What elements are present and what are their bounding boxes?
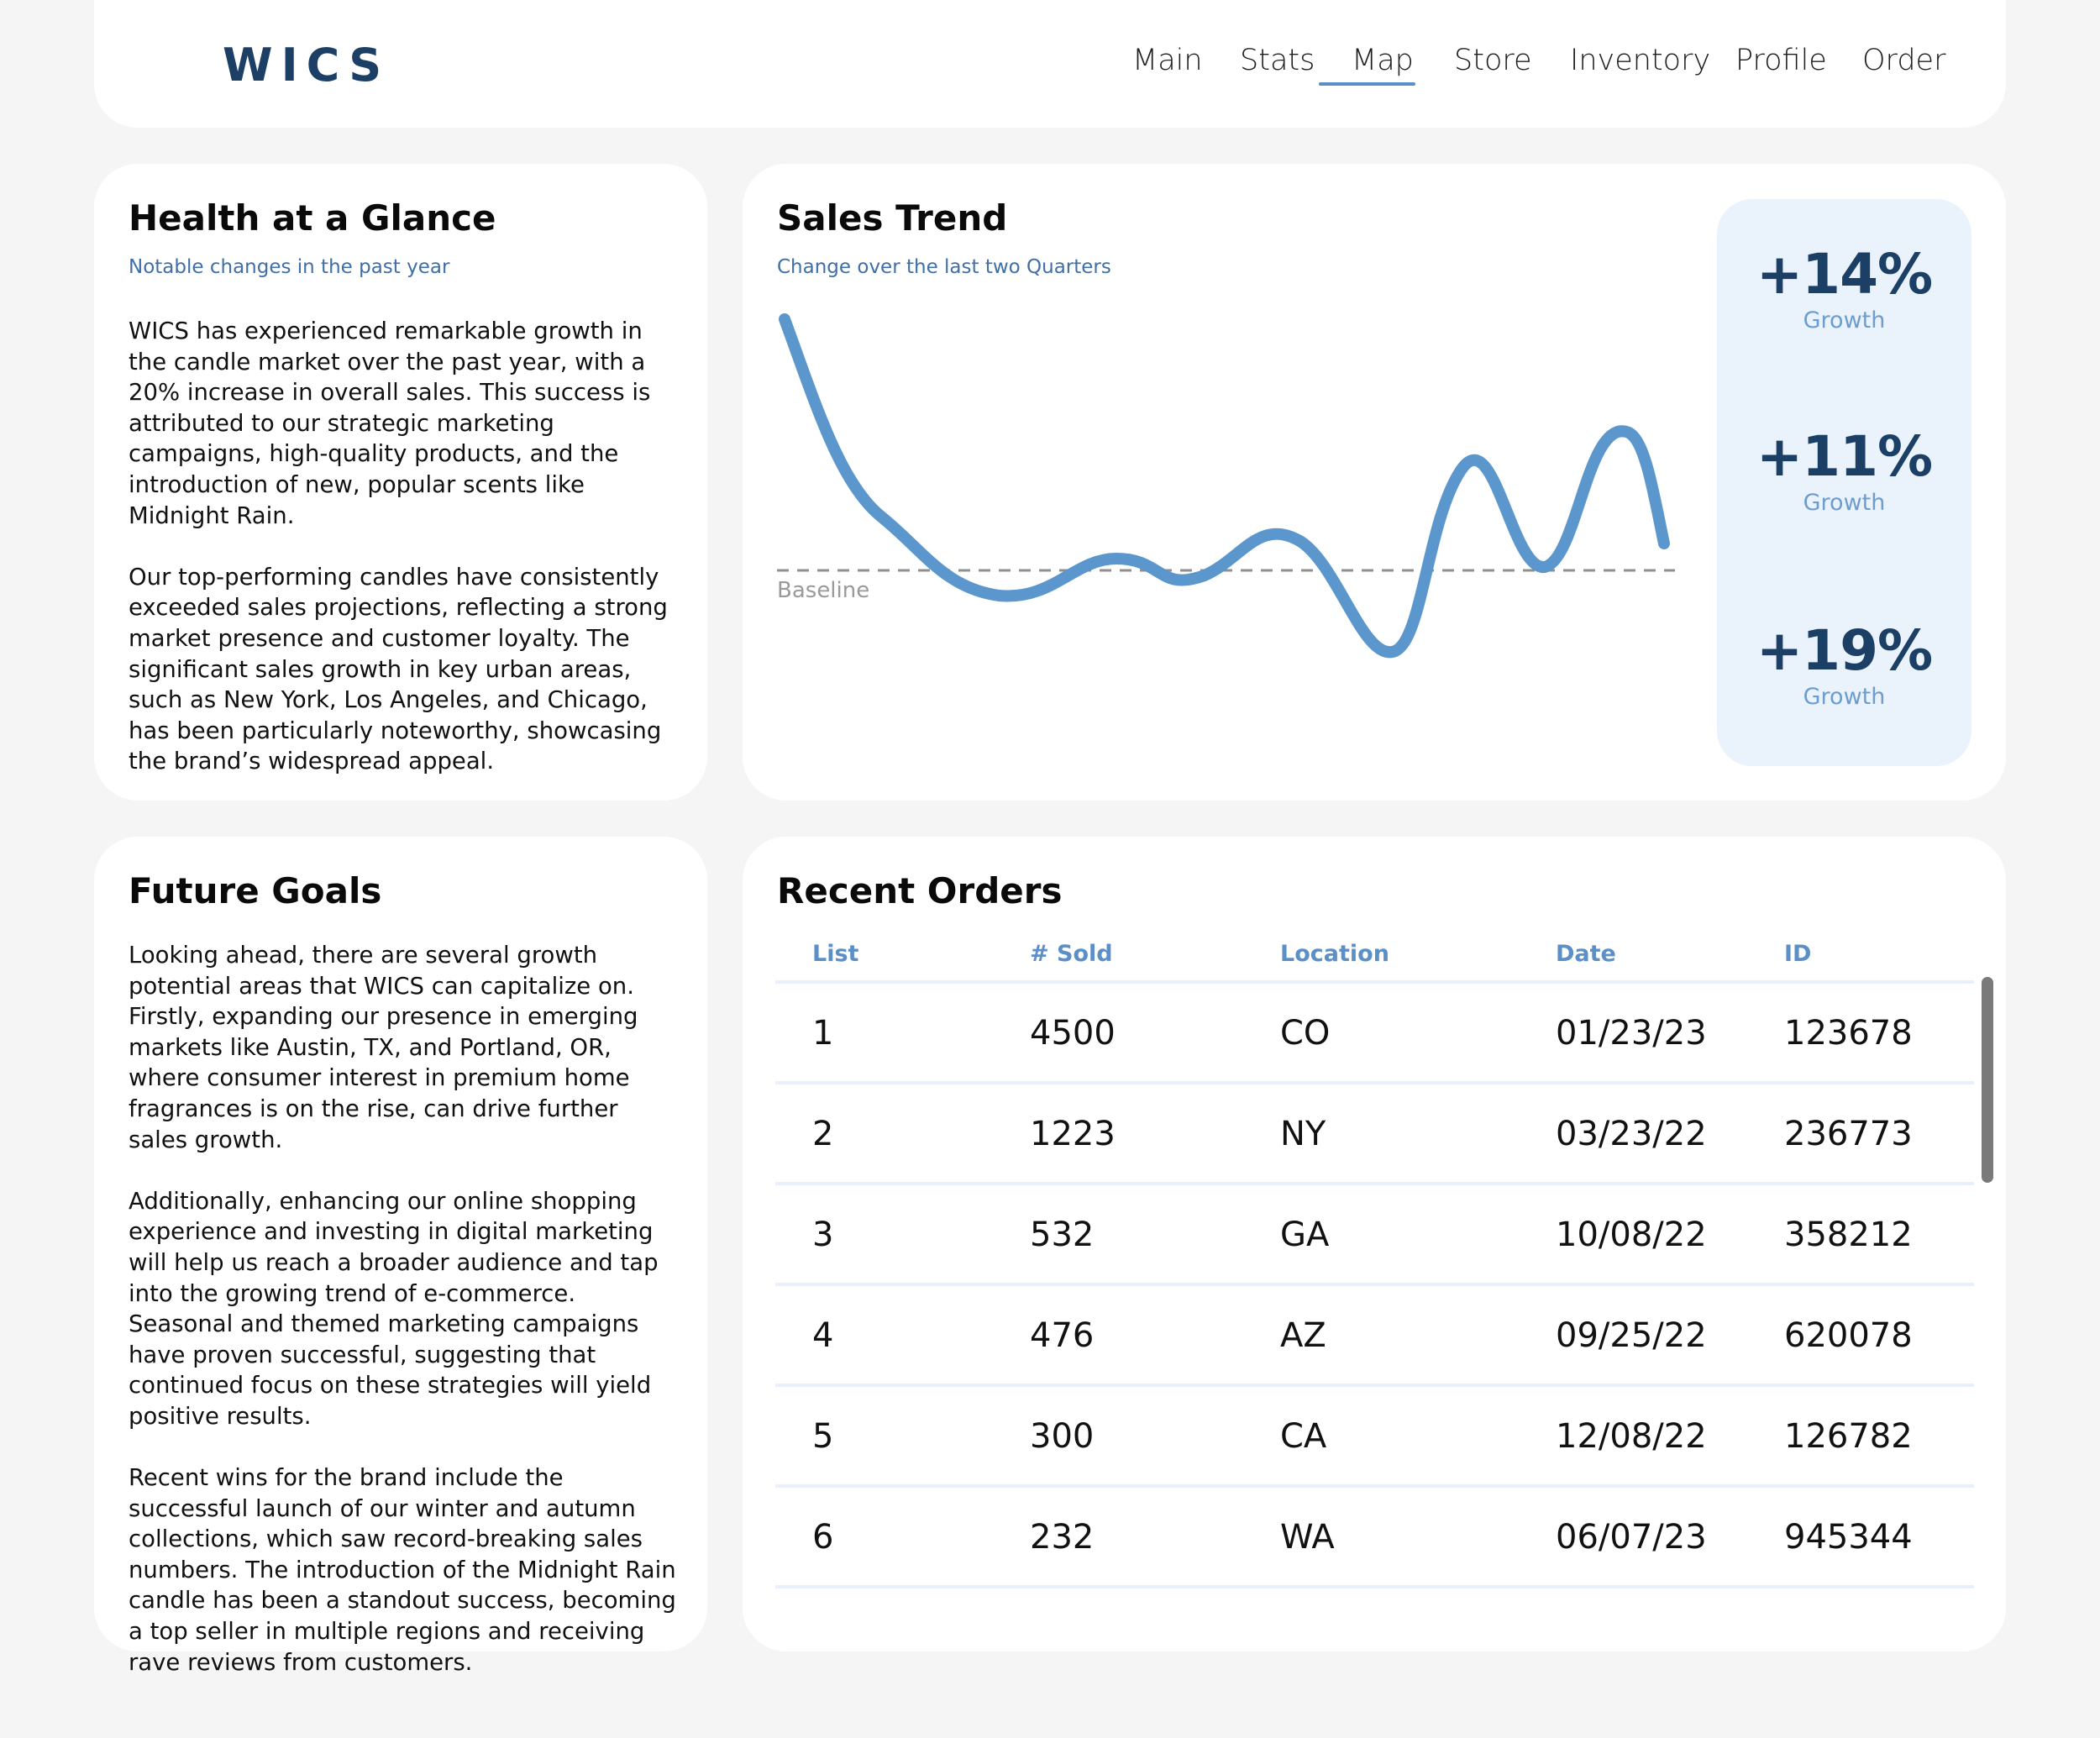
recent-orders-card: Recent Orders List # Sold Location Date … <box>743 837 2006 1651</box>
sales-trend-chart <box>777 313 1675 659</box>
trend-title: Sales Trend <box>777 197 1008 239</box>
cell-date: 01/23/23 <box>1556 1014 1707 1053</box>
growth-stat-2: +11% Growth <box>1717 427 1971 517</box>
cell-id: 236773 <box>1784 1115 1913 1153</box>
row-divider <box>775 1484 1974 1488</box>
row-divider <box>775 1384 1974 1387</box>
row-divider <box>775 980 1974 984</box>
column-header-sold[interactable]: # Sold <box>1030 941 1113 967</box>
wics-logo[interactable]: WICS <box>223 39 391 92</box>
cell-sold: 300 <box>1030 1417 1095 1456</box>
goals-paragraph-3: Recent wins for the brand include the su… <box>129 1464 676 1676</box>
cell-date: 09/25/22 <box>1556 1316 1707 1355</box>
nav-profile[interactable]: Profile <box>1735 44 1827 77</box>
orders-scrollbar[interactable] <box>1982 977 1993 1183</box>
table-row[interactable]: 2 1223 NY 03/23/22 236773 <box>775 1084 1974 1185</box>
table-row[interactable]: 4 476 AZ 09/25/22 620078 <box>775 1286 1974 1387</box>
cell-list: 4 <box>812 1316 834 1355</box>
nav-stats[interactable]: Stats <box>1240 44 1315 77</box>
row-divider <box>775 1585 1974 1588</box>
row-divider <box>775 1081 1974 1084</box>
growth-label-2: Growth <box>1803 490 1886 516</box>
main-nav: Main Stats Map Store Inventory Profile O… <box>94 44 2006 94</box>
baseline-label: Baseline <box>777 578 870 603</box>
cell-date: 03/23/22 <box>1556 1115 1707 1153</box>
nav-main[interactable]: Main <box>1132 44 1203 77</box>
cell-sold: 232 <box>1030 1518 1095 1557</box>
nav-store[interactable]: Store <box>1454 44 1532 77</box>
cell-sold: 532 <box>1030 1216 1095 1254</box>
cell-date: 12/08/22 <box>1556 1417 1707 1456</box>
cell-location: CO <box>1280 1014 1331 1053</box>
cell-list: 5 <box>812 1417 834 1456</box>
column-header-date[interactable]: Date <box>1556 941 1616 967</box>
row-divider <box>775 1182 1974 1185</box>
table-row[interactable]: 5 300 CA 12/08/22 126782 <box>775 1387 1974 1488</box>
sales-trend-card: Sales Trend Change over the last two Qua… <box>743 164 2006 801</box>
cell-location: WA <box>1280 1518 1335 1557</box>
growth-label-3: Growth <box>1803 684 1886 710</box>
cell-list: 1 <box>812 1014 834 1053</box>
goals-paragraph-2: Additionally, enhancing our online shopp… <box>129 1187 659 1430</box>
sales-trend-line <box>779 313 1670 659</box>
cell-sold: 4500 <box>1030 1014 1116 1053</box>
cell-list: 3 <box>812 1216 834 1254</box>
column-header-location[interactable]: Location <box>1280 941 1389 967</box>
top-nav-bar: WICS Main Stats Map Store Inventory Prof… <box>94 0 2006 128</box>
cell-list: 6 <box>812 1518 834 1557</box>
cell-date: 10/08/22 <box>1556 1216 1707 1254</box>
health-paragraph-2: Our top-performing candles have consiste… <box>129 563 668 775</box>
health-paragraph-1: WICS has experienced remarkable growth i… <box>129 318 651 529</box>
table-row[interactable]: 1 4500 CO 01/23/23 123678 <box>775 984 1974 1084</box>
growth-stat-1: +14% Growth <box>1717 244 1971 335</box>
future-goals-card: Future Goals Looking ahead, there are se… <box>94 837 707 1676</box>
cell-list: 2 <box>812 1115 834 1153</box>
growth-label-1: Growth <box>1803 307 1886 333</box>
cell-location: CA <box>1280 1417 1327 1456</box>
goals-title: Future Goals <box>129 870 382 911</box>
growth-panel: +14% Growth +11% Growth +19% Growth <box>1717 199 1971 766</box>
cell-id: 123678 <box>1784 1014 1913 1053</box>
column-header-list[interactable]: List <box>812 941 859 967</box>
table-row[interactable]: 3 532 GA 10/08/22 358212 <box>775 1185 1974 1286</box>
health-body: WICS has experienced remarkable growth i… <box>129 316 683 808</box>
cell-sold: 476 <box>1030 1316 1095 1355</box>
nav-inventory[interactable]: Inventory <box>1570 44 1711 77</box>
table-row[interactable]: 6 232 WA 06/07/23 945344 <box>775 1488 1974 1588</box>
cell-location: AZ <box>1280 1316 1326 1355</box>
growth-value-3: +19% <box>1756 618 1933 683</box>
growth-value-1: +14% <box>1756 242 1933 307</box>
column-header-id[interactable]: ID <box>1784 941 1812 967</box>
active-nav-indicator <box>1319 82 1415 86</box>
orders-title: Recent Orders <box>777 870 1063 911</box>
cell-id: 620078 <box>1784 1316 1913 1355</box>
health-subtitle: Notable changes in the past year <box>129 256 450 278</box>
cell-date: 06/07/23 <box>1556 1518 1707 1557</box>
cell-id: 945344 <box>1784 1518 1913 1557</box>
trend-subtitle: Change over the last two Quarters <box>777 256 1111 278</box>
cell-sold: 1223 <box>1030 1115 1116 1153</box>
cell-id: 358212 <box>1784 1216 1913 1254</box>
cell-location: GA <box>1280 1216 1330 1254</box>
health-card: Health at a Glance Notable changes in th… <box>94 164 707 801</box>
nav-order[interactable]: Order <box>1862 44 1946 77</box>
health-title: Health at a Glance <box>129 197 496 239</box>
growth-stat-3: +19% Growth <box>1717 621 1971 711</box>
goals-body: Looking ahead, there are several growth … <box>129 940 683 1709</box>
cell-location: NY <box>1280 1115 1326 1153</box>
cell-id: 126782 <box>1784 1417 1913 1456</box>
growth-value-2: +11% <box>1756 424 1933 489</box>
goals-paragraph-1: Looking ahead, there are several growth … <box>129 942 638 1153</box>
row-divider <box>775 1283 1974 1286</box>
nav-map[interactable]: Map <box>1352 44 1414 77</box>
